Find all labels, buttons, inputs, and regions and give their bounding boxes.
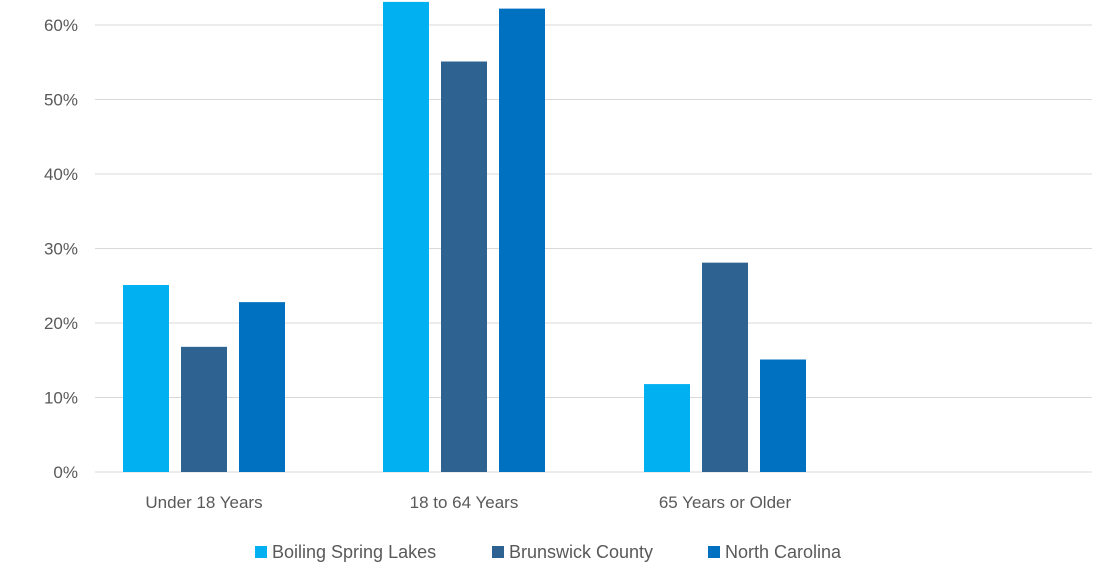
y-tick-label: 0%: [53, 463, 78, 482]
y-tick-label: 40%: [44, 165, 78, 184]
bar-north-carolina: [239, 302, 285, 472]
bar-north-carolina: [499, 8, 545, 473]
legend-label: North Carolina: [725, 542, 842, 562]
x-category-label: 65 Years or Older: [659, 493, 792, 512]
y-axis-tick-labels: 0% 10% 20% 30% 40% 50% 60%: [44, 16, 78, 482]
x-category-label: 18 to 64 Years: [410, 493, 519, 512]
bar-boiling-spring-lakes: [383, 1, 429, 473]
bar-boiling-spring-lakes: [644, 384, 690, 472]
y-tick-label: 10%: [44, 389, 78, 408]
legend-label: Boiling Spring Lakes: [272, 542, 436, 562]
legend-label: Brunswick County: [509, 542, 653, 562]
bar-brunswick-county: [441, 61, 487, 472]
legend-item: North Carolina: [708, 542, 842, 562]
legend: Boiling Spring Lakes Brunswick County Nort…: [255, 542, 842, 562]
x-axis-category-labels: Under 18 Years 18 to 64 Years 65 Years or …: [145, 493, 791, 512]
bar-north-carolina: [760, 359, 806, 472]
bar-brunswick-county: [181, 346, 227, 472]
legend-swatch: [255, 546, 267, 558]
y-tick-label: 20%: [44, 314, 78, 333]
bar-brunswick-county: [702, 262, 748, 472]
x-category-label: Under 18 Years: [145, 493, 262, 512]
legend-item: Boiling Spring Lakes: [255, 542, 436, 562]
bars: [123, 1, 806, 473]
legend-swatch: [492, 546, 504, 558]
y-tick-label: 50%: [44, 91, 78, 110]
legend-item: Brunswick County: [492, 542, 653, 562]
legend-swatch: [708, 546, 720, 558]
y-tick-label: 60%: [44, 16, 78, 35]
y-tick-label: 30%: [44, 240, 78, 259]
bar-boiling-spring-lakes: [123, 285, 169, 472]
